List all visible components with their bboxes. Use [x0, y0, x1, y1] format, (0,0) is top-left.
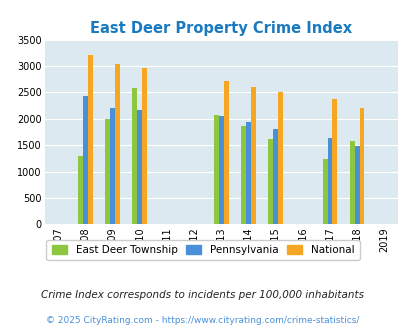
Bar — [78, 156, 83, 224]
Text: Crime Index corresponds to incidents per 100,000 inhabitants: Crime Index corresponds to incidents per… — [41, 290, 364, 300]
Bar — [132, 88, 137, 224]
Bar — [115, 64, 119, 224]
Bar — [277, 92, 282, 224]
Bar — [349, 141, 354, 224]
Bar — [137, 110, 142, 224]
Bar — [87, 55, 92, 224]
Bar — [359, 108, 364, 224]
Bar — [105, 119, 110, 224]
Bar — [142, 68, 147, 224]
Bar — [273, 129, 277, 224]
Bar — [332, 99, 337, 224]
Title: East Deer Property Crime Index: East Deer Property Crime Index — [90, 21, 352, 36]
Text: © 2025 CityRating.com - https://www.cityrating.com/crime-statistics/: © 2025 CityRating.com - https://www.city… — [46, 315, 359, 325]
Bar — [245, 122, 250, 224]
Bar — [241, 126, 245, 224]
Bar — [250, 87, 255, 224]
Bar — [268, 139, 273, 224]
Bar — [223, 81, 228, 224]
Bar — [354, 146, 359, 224]
Bar — [110, 108, 115, 224]
Bar — [83, 96, 87, 224]
Bar — [322, 159, 327, 224]
Bar — [213, 115, 218, 224]
Legend: East Deer Township, Pennsylvania, National: East Deer Township, Pennsylvania, Nation… — [46, 240, 359, 260]
Bar — [218, 115, 223, 224]
Bar — [327, 138, 332, 224]
